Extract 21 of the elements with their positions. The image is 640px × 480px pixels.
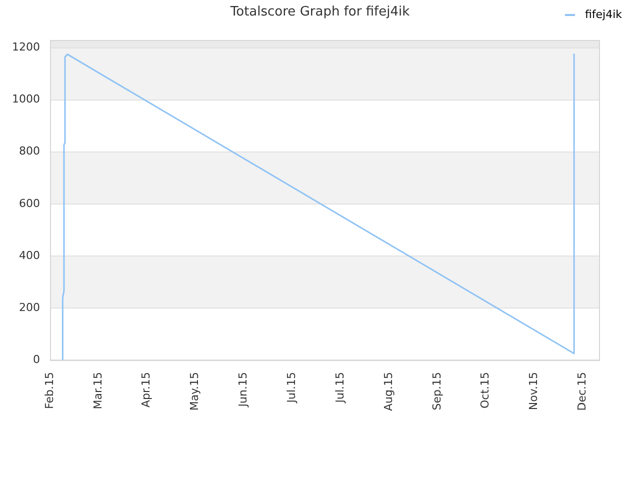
- x-tick-label: May.15: [188, 372, 202, 411]
- y-tick-label: 800: [19, 144, 40, 158]
- chart-title: Totalscore Graph for fifej4ik: [229, 4, 410, 20]
- x-tick-label: Nov.15: [527, 372, 540, 410]
- y-tick-label: 400: [19, 248, 40, 262]
- x-tick-label: Apr.15: [140, 372, 153, 408]
- x-tick-label: Mar.15: [91, 372, 104, 410]
- y-tick-label: 1200: [12, 40, 40, 54]
- x-tick-label: Jul.15: [333, 372, 346, 404]
- x-tick-label: Oct.15: [478, 372, 492, 409]
- x-tick-label: Aug.15: [382, 372, 395, 411]
- x-tick-label: Dec.15: [576, 372, 589, 411]
- x-tick-label: Jul.15: [285, 372, 298, 404]
- y-tick-label: 600: [19, 196, 40, 210]
- y-tick-label: 200: [19, 300, 40, 314]
- x-tick-label: Sep.15: [430, 372, 444, 410]
- x-tick-label: Feb.15: [42, 372, 56, 409]
- legend-label: fifej4ik: [584, 8, 623, 21]
- y-tick-label: 1000: [12, 92, 40, 106]
- y-tick-label: 0: [33, 352, 40, 366]
- x-tick-label: Jun.15: [236, 372, 250, 408]
